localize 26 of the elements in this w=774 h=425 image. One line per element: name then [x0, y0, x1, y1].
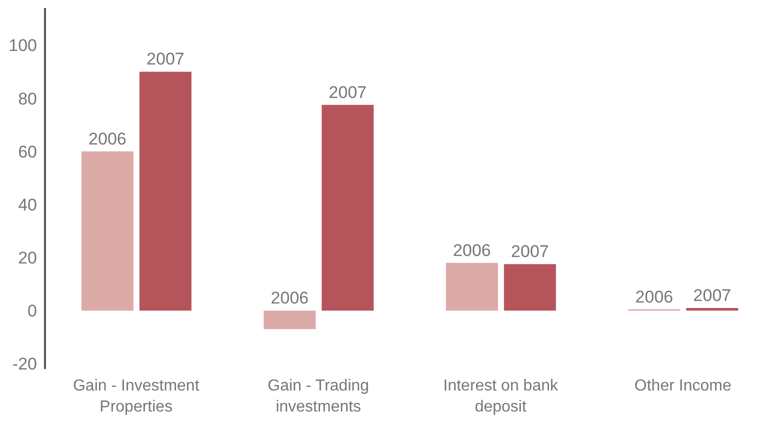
y-tick-label: 40 — [18, 195, 37, 214]
x-tick-label: Interest on bank deposit — [443, 377, 559, 416]
bar — [446, 262, 498, 311]
x-tick-label: Gain - Investment Properties — [72, 377, 200, 416]
bar — [81, 151, 134, 311]
bar — [686, 308, 738, 311]
text: 2007 — [693, 286, 732, 305]
bar — [264, 310, 316, 330]
series-label: 2006 — [88, 129, 126, 148]
series-label: 2007 — [146, 50, 184, 69]
y-tick-label: 60 — [18, 142, 37, 162]
text: 2006 — [635, 287, 674, 306]
x-tick-label: Gain - Trading investments — [268, 377, 370, 416]
y-tick-label: 20 — [18, 248, 37, 268]
bar — [504, 264, 556, 311]
bar — [322, 104, 374, 311]
x-tick-label: Other Income — [634, 377, 732, 394]
text: 2006 — [453, 240, 491, 260]
y-tick-label: 100 — [8, 36, 37, 56]
y-tick-label: -20 — [12, 354, 37, 374]
y-tick-label: 80 — [18, 89, 37, 108]
text: 2007 — [511, 242, 549, 262]
bar — [139, 72, 192, 311]
text: 2007 — [328, 82, 367, 102]
y-tick-label: 0 — [28, 302, 37, 321]
text: 2006 — [270, 288, 309, 308]
